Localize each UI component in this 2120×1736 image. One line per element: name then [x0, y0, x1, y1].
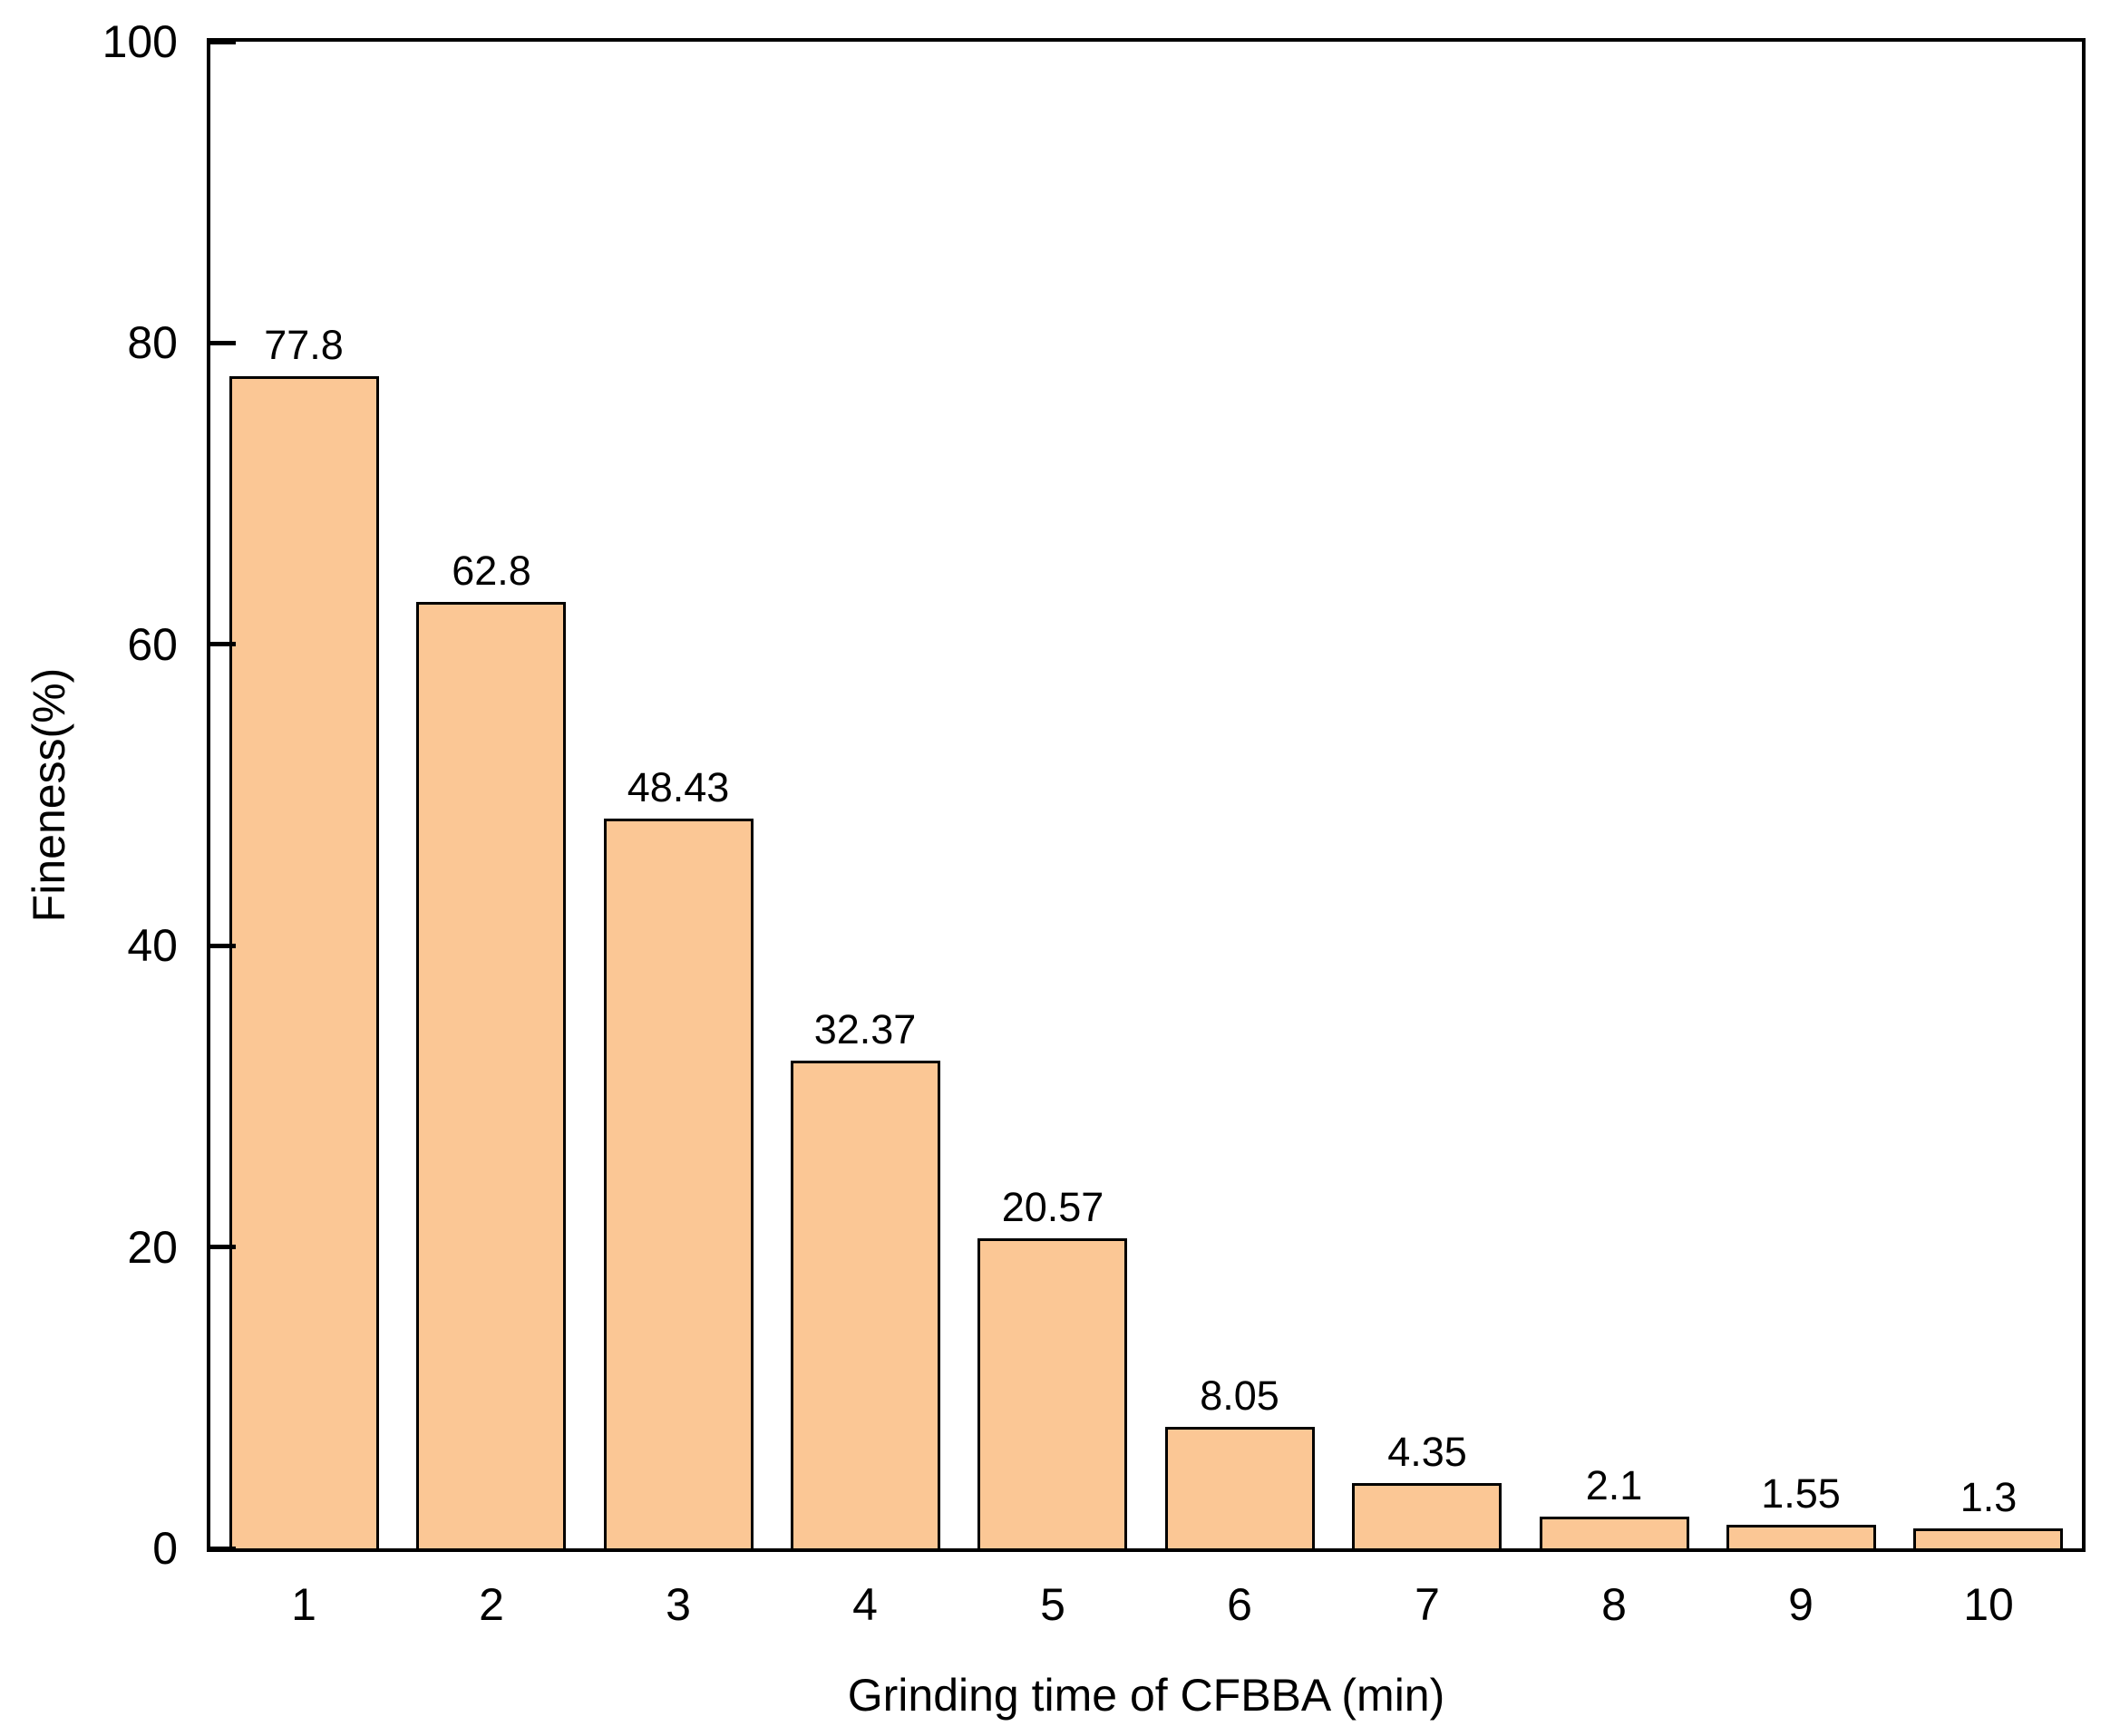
bar-value-label: 20.57 [1001, 1184, 1104, 1230]
x-axis-tick-label: 2 [479, 1579, 504, 1630]
y-axis-tick-label: 100 [102, 16, 178, 67]
y-tick-mark [210, 1547, 236, 1551]
y-axis-title: Fineness(%) [24, 667, 74, 923]
x-axis-tick-label: 1 [291, 1579, 316, 1630]
y-tick-mark [210, 341, 236, 345]
x-axis-tick-label: 6 [1227, 1579, 1252, 1630]
x-axis-tick-label: 10 [1963, 1579, 2014, 1630]
y-axis-tick-label: 20 [127, 1222, 178, 1273]
bar-value-label: 32.37 [813, 1006, 917, 1052]
y-axis-tick-label: 40 [127, 920, 178, 971]
bar-value-label: 48.43 [627, 764, 730, 810]
bar-value-label: 1.3 [1960, 1474, 2018, 1520]
bar-value-label: 2.1 [1585, 1462, 1643, 1508]
x-axis-tick-label: 4 [852, 1579, 878, 1630]
bar [229, 376, 379, 1548]
bar-value-label: 62.8 [452, 548, 531, 594]
y-axis-tick-label: 0 [152, 1523, 178, 1574]
x-axis-tick-label: 5 [1040, 1579, 1065, 1630]
bar [416, 602, 566, 1548]
x-axis-tick-label: 3 [666, 1579, 691, 1630]
y-axis-tick-label: 80 [127, 317, 178, 368]
bar [977, 1238, 1127, 1548]
x-axis-title: Grinding time of CFBBA (min) [847, 1670, 1445, 1721]
bar [791, 1061, 940, 1548]
bar [1913, 1528, 2063, 1548]
x-axis-tick-label: 7 [1415, 1579, 1440, 1630]
bar-value-label: 1.55 [1761, 1470, 1841, 1517]
bar [1540, 1517, 1689, 1548]
bar-value-label: 4.35 [1387, 1429, 1467, 1475]
x-axis-tick-label: 9 [1788, 1579, 1814, 1630]
y-tick-mark [210, 944, 236, 948]
bar-value-label: 77.8 [264, 322, 344, 368]
bar [1352, 1483, 1502, 1548]
y-axis-tick-label: 60 [127, 619, 178, 670]
bar [1165, 1427, 1315, 1548]
y-tick-mark [210, 40, 236, 44]
y-tick-mark [210, 642, 236, 646]
bar-value-label: 8.05 [1200, 1372, 1279, 1419]
x-axis-tick-label: 8 [1601, 1579, 1627, 1630]
bar [1726, 1525, 1876, 1548]
bar [604, 819, 754, 1548]
y-tick-mark [210, 1245, 236, 1249]
plot-area: 77.8 62.8 48.43 32.37 20.57 8.05 4.35 2.1 1.55 1.… [207, 38, 2086, 1552]
